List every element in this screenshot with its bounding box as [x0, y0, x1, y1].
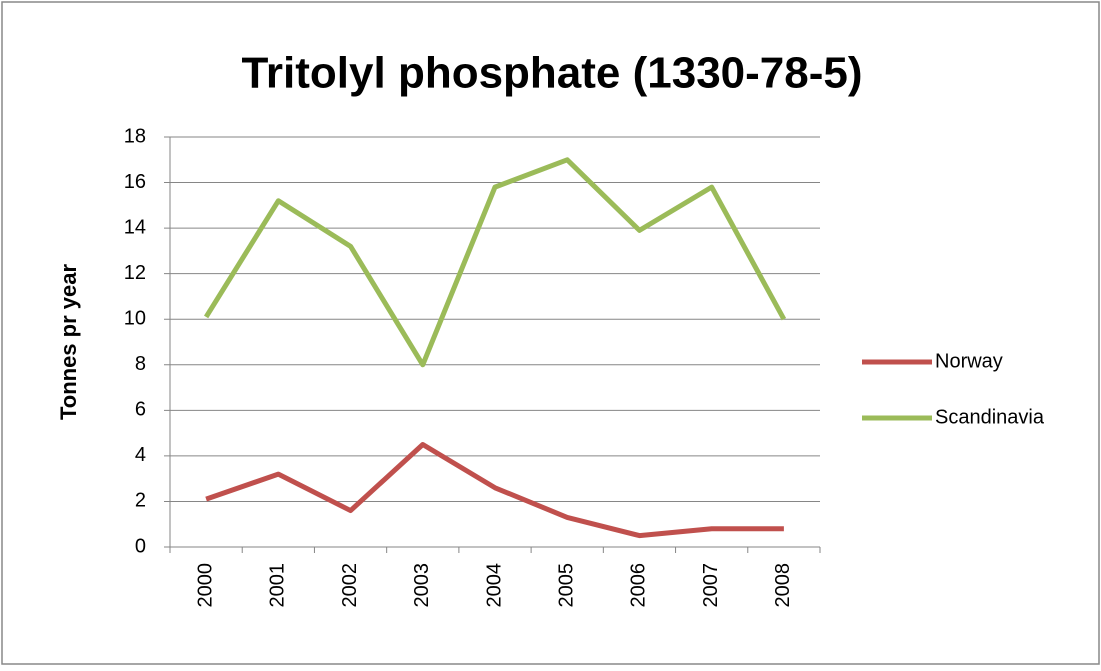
series-line	[203, 157, 787, 368]
y-tick-label: 18	[124, 125, 146, 147]
series-line	[205, 442, 784, 539]
y-tick-label: 2	[135, 490, 146, 512]
x-tick-label: 2004	[483, 563, 505, 608]
x-tick-label: 2002	[339, 563, 361, 608]
y-tick-label: 4	[135, 444, 146, 466]
y-tick-label: 0	[135, 535, 146, 557]
chart-title: Tritolyl phosphate (1330-78-5)	[241, 49, 862, 98]
x-tick-label: 2000	[194, 563, 216, 608]
x-tick-label: 2001	[267, 563, 289, 608]
x-tick-label: 2003	[411, 563, 433, 608]
y-tick-label: 12	[124, 262, 146, 284]
y-axis-label: Tonnes pr year	[56, 264, 81, 421]
x-tick-label: 2007	[700, 563, 722, 608]
y-tick-label: 6	[135, 399, 146, 421]
x-tick-label: 2005	[556, 563, 578, 608]
y-tick-label: 16	[124, 171, 146, 193]
legend-label: Scandinavia	[935, 406, 1045, 428]
legend-label: Norway	[935, 350, 1003, 372]
x-tick-label: 2006	[628, 563, 650, 608]
y-tick-label: 10	[124, 308, 146, 330]
y-tick-label: 14	[124, 216, 146, 238]
x-tick-label: 2008	[772, 563, 794, 608]
y-tick-label: 8	[135, 353, 146, 375]
